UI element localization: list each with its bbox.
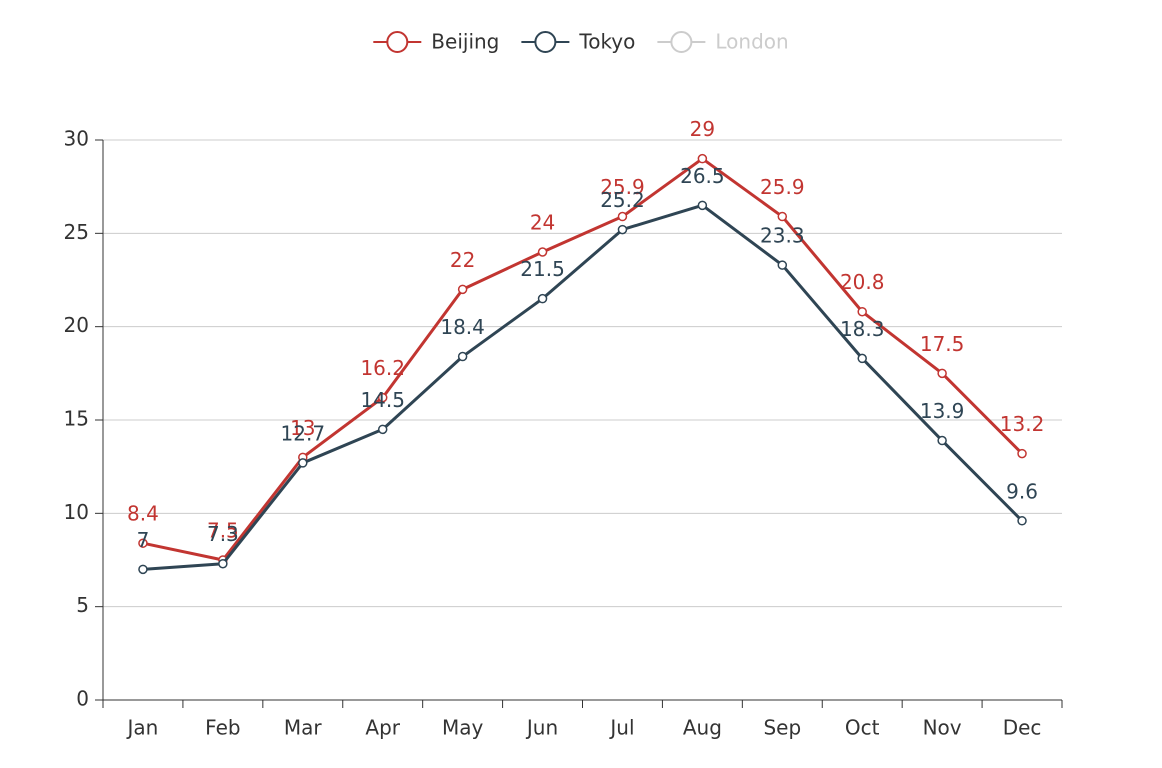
x-tick-label: Mar [284,716,323,740]
point [537,247,548,257]
data-label: 12.7 [281,421,326,445]
data-label: 18.3 [840,317,885,341]
legend-label: Beijing [431,30,499,54]
x-tick-label: May [442,716,484,740]
data-label: 7.5 [207,519,239,543]
y-tick-label: 20 [64,313,89,337]
x-tick-label: Apr [365,716,400,740]
data-label: 23.3 [760,224,805,248]
x-tick-label: Jul [608,716,634,740]
data-label: 26.5 [680,164,725,188]
x-tick-label: Jan [126,716,159,740]
series-line [142,157,1024,562]
legend: Beijing Tokyo London [373,30,789,54]
y-tick-label: 10 [64,500,89,524]
data-label: 9.6 [1006,479,1038,503]
data-label: 13.2 [1000,412,1045,436]
point [457,351,468,362]
data-label: 21.5 [520,257,565,281]
point [777,260,788,270]
point [777,211,788,222]
x-tick-label: Nov [923,716,962,740]
x-tick-label: Sep [763,716,801,740]
point [138,538,148,548]
y-tick-label: 5 [76,593,89,617]
data-label: 22 [450,248,475,272]
data-label: 17.5 [920,332,965,356]
point [377,392,388,403]
data-label: 18.4 [440,315,485,339]
x-tick-label: Oct [845,716,880,740]
data-label: 25.9 [600,175,645,199]
data-label: 29 [690,117,715,141]
x-tick-label: Dec [1003,716,1042,740]
legend-icon [670,31,693,53]
x-tick-label: Aug [683,716,722,740]
data-label: 25.9 [760,175,805,199]
y-tick-label: 0 [76,687,89,711]
point [218,558,228,569]
point [537,293,548,304]
point [1017,448,1027,459]
y-tick-label: 25 [64,220,89,244]
point [937,435,947,446]
point [138,564,148,575]
y-tick-label: 30 [64,127,89,151]
legend-icon [386,31,409,53]
data-label: 14.5 [360,388,405,412]
point [697,200,708,211]
data-label: 16.2 [360,356,405,380]
data-label: 13.9 [920,399,965,423]
series-line [142,203,1024,571]
legend-label: Tokyo [578,30,635,54]
data-label: 8.4 [127,502,159,526]
y-tick-label: 15 [64,407,89,431]
point [377,424,388,435]
point [857,353,867,364]
point [298,458,308,468]
x-tick-label: Jun [525,716,558,740]
legend-icon [534,31,557,53]
point [1017,516,1027,526]
point [617,224,628,235]
data-label: 25.2 [600,188,645,212]
data-label: 7.3 [207,522,239,546]
point [937,368,947,379]
data-label: 13 [290,416,315,440]
point [617,211,628,222]
legend-item[interactable]: Beijing [373,30,499,54]
point [697,153,708,164]
data-label: 7 [137,528,150,552]
point [457,284,468,295]
x-tick-label: Feb [205,716,240,740]
legend-item[interactable]: Tokyo [521,30,635,54]
data-label: 24 [530,211,555,235]
legend-label: London [715,30,788,54]
legend-item[interactable]: London [657,30,789,54]
data-label: 20.8 [840,270,885,294]
point [857,306,867,317]
